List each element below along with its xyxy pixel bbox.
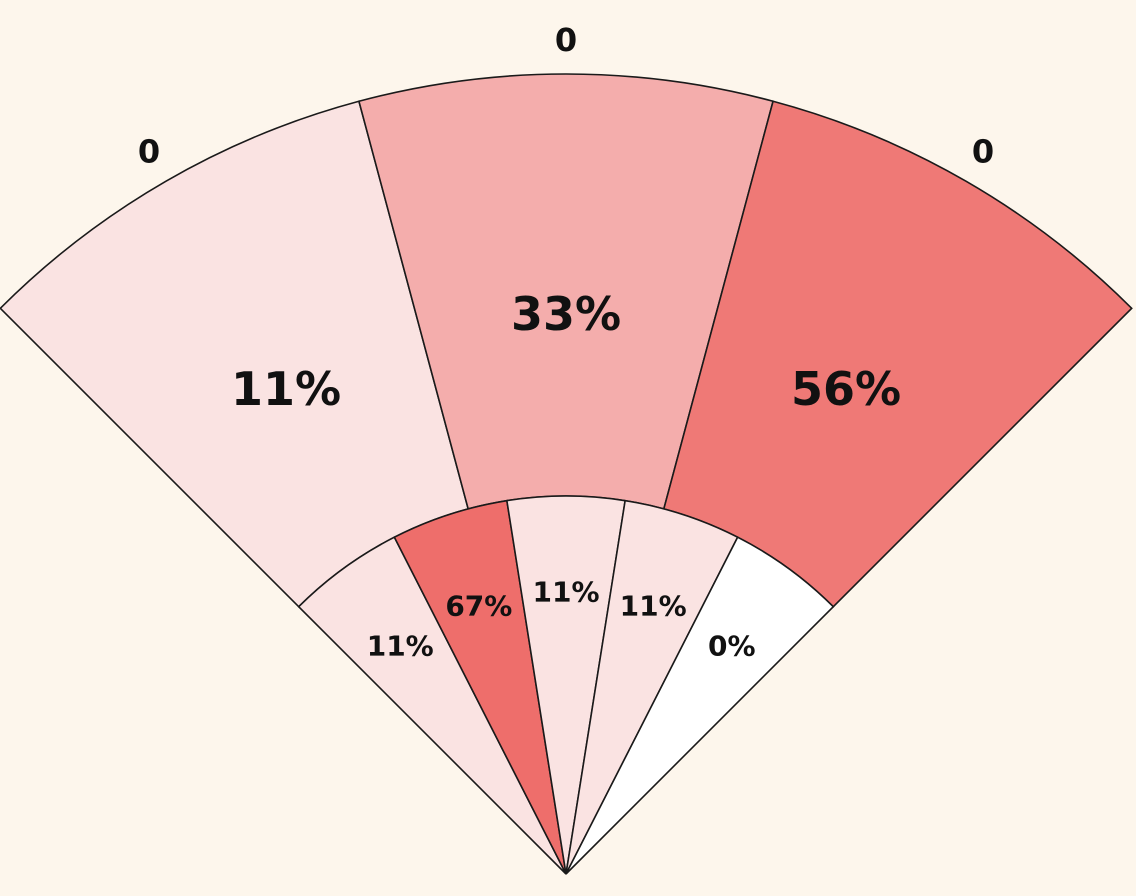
outer-sector-label-2: 33% [511, 287, 621, 341]
outer-sector-label-1: 11% [231, 362, 341, 416]
category-label-2: 0 [555, 21, 577, 59]
outer-sector-label-3: 56% [791, 362, 901, 416]
inner-sector-label-3: 11% [532, 576, 599, 609]
inner-ring [297, 495, 835, 875]
chart-labels: 11% 0 33% 0 56% 0 11% 67% 11% 11% 0% [138, 21, 994, 662]
category-label-3: 0 [972, 133, 994, 171]
inner-sector-label-2: 67% [445, 589, 512, 622]
inner-sector-label-1: 11% [367, 629, 434, 662]
inner-sector-label-5: 0% [708, 629, 756, 662]
inner-sector-5 [565, 536, 835, 875]
outer-ring [0, 73, 1133, 608]
inner-sector-label-4: 11% [620, 589, 687, 622]
category-label-1: 0 [138, 133, 160, 171]
